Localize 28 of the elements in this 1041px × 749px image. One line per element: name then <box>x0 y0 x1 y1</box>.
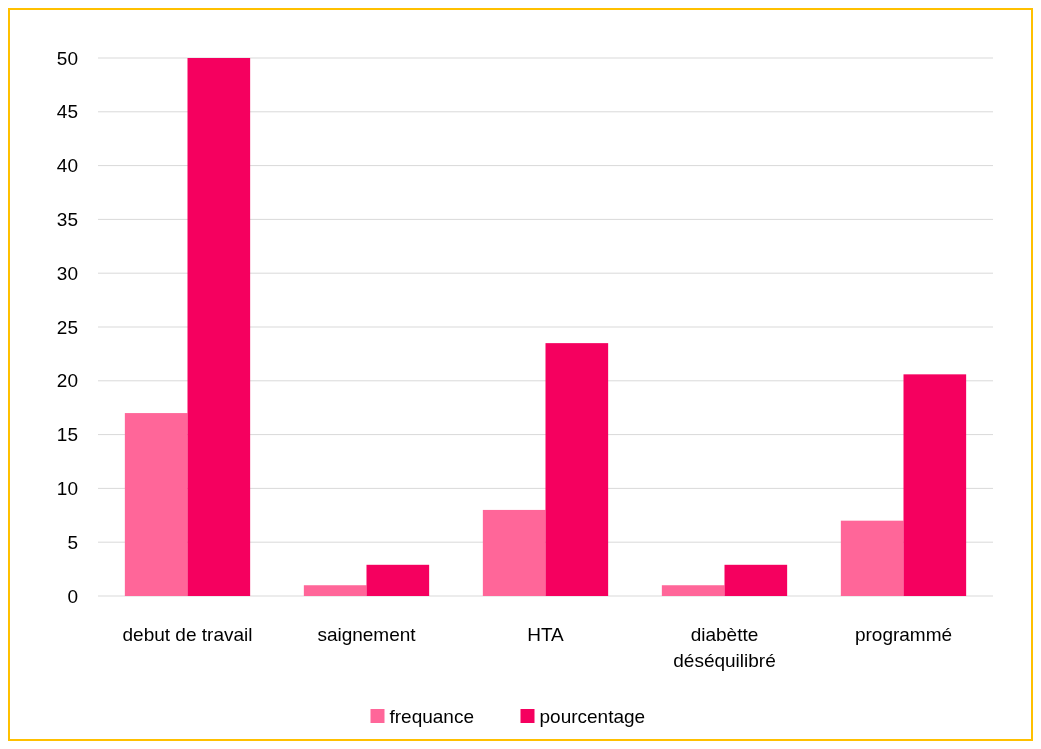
y-tick-label: 10 <box>56 478 78 500</box>
bar <box>661 585 725 596</box>
x-tick-label: HTA <box>527 624 565 645</box>
bar <box>724 564 788 596</box>
bar <box>903 374 967 596</box>
y-tick-label: 45 <box>56 101 78 123</box>
bar <box>840 520 904 596</box>
bar <box>545 343 609 596</box>
y-tick-label: 5 <box>67 531 78 553</box>
y-tick-label: 40 <box>56 155 78 177</box>
y-tick-label: 35 <box>56 209 78 231</box>
y-tick-label: 15 <box>56 424 78 446</box>
x-tick-label: programmé <box>854 624 953 645</box>
legend-label: pourcentage <box>539 705 646 727</box>
y-tick-label: 25 <box>56 316 78 338</box>
bar <box>482 509 546 596</box>
x-tick-label: diabètte déséquilibré <box>673 624 776 671</box>
y-tick-label: 0 <box>67 585 78 607</box>
legend-label: frequance <box>389 705 475 727</box>
y-tick-label: 20 <box>56 370 78 392</box>
bar <box>366 564 430 596</box>
y-tick-label: 30 <box>56 262 78 284</box>
bar <box>187 58 251 596</box>
x-tick-label: saignement <box>317 624 417 645</box>
bar <box>124 413 188 596</box>
bar <box>303 585 367 596</box>
x-tick-label: debut de travail <box>122 624 253 645</box>
y-tick-label: 50 <box>56 47 78 69</box>
